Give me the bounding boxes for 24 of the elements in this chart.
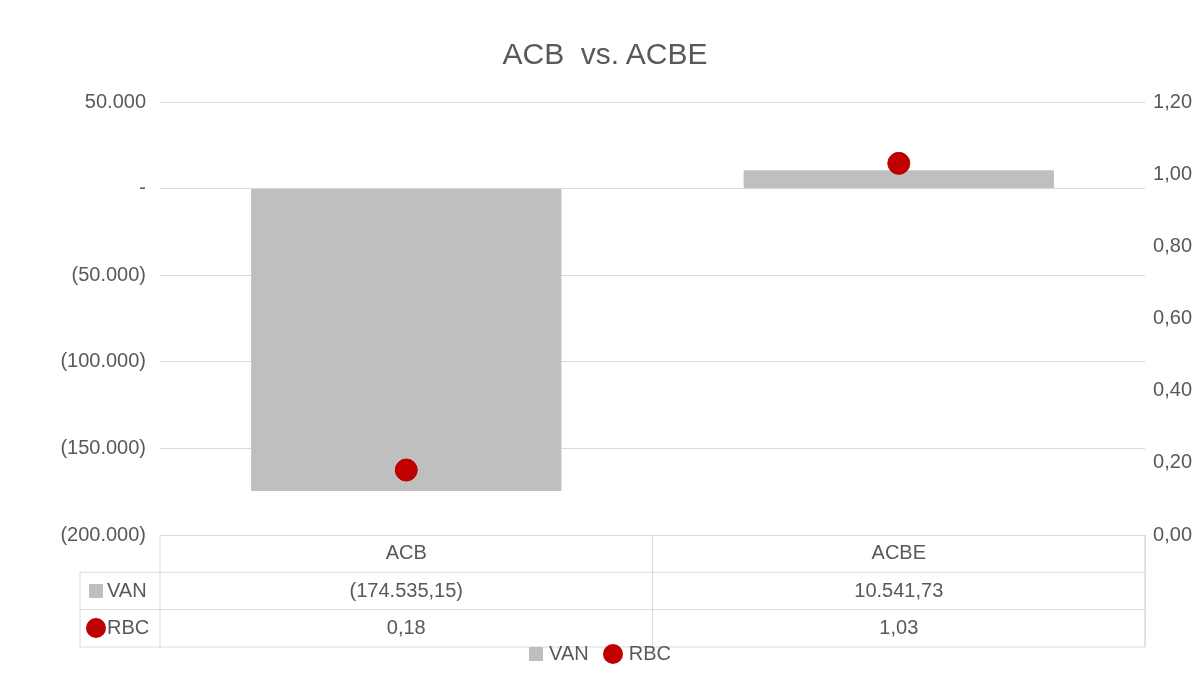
- y-tick-label: (50.000): [71, 262, 146, 285]
- text: VAN: [549, 642, 589, 664]
- y2-tick-label: 0,40: [1153, 378, 1193, 401]
- legend-label: RBC: [628, 642, 671, 665]
- y2-tick-label: 1,20: [1153, 89, 1193, 112]
- data-label: 0,18: [386, 615, 426, 638]
- y2-tick-label: 0,00: [1153, 522, 1193, 545]
- legend-label: VAN: [107, 578, 147, 601]
- data-label: 10.541,73: [854, 578, 944, 601]
- y-tick-label: (150.000): [60, 435, 146, 458]
- data-label: 1,03: [879, 615, 919, 638]
- data-label: (174.535,15): [349, 578, 463, 601]
- y2-tick-label: 0,20: [1153, 450, 1193, 473]
- y-tick-label: 50.000: [84, 89, 146, 112]
- x-tick-label: ACB: [385, 541, 427, 564]
- y2-tick-label: 0,60: [1153, 306, 1193, 329]
- x-tick-label: ACBE: [871, 541, 927, 564]
- y2-tick-label: 0,80: [1153, 233, 1193, 256]
- y-tick-label: (100.000): [60, 349, 146, 372]
- chart-title: ACB vs. ACBE: [502, 37, 708, 71]
- y2-tick-label: 1,00: [1153, 161, 1193, 184]
- y-tick-label: (200.000): [60, 522, 146, 545]
- text: RBC: [107, 615, 150, 638]
- y-tick-label: -: [139, 176, 146, 199]
